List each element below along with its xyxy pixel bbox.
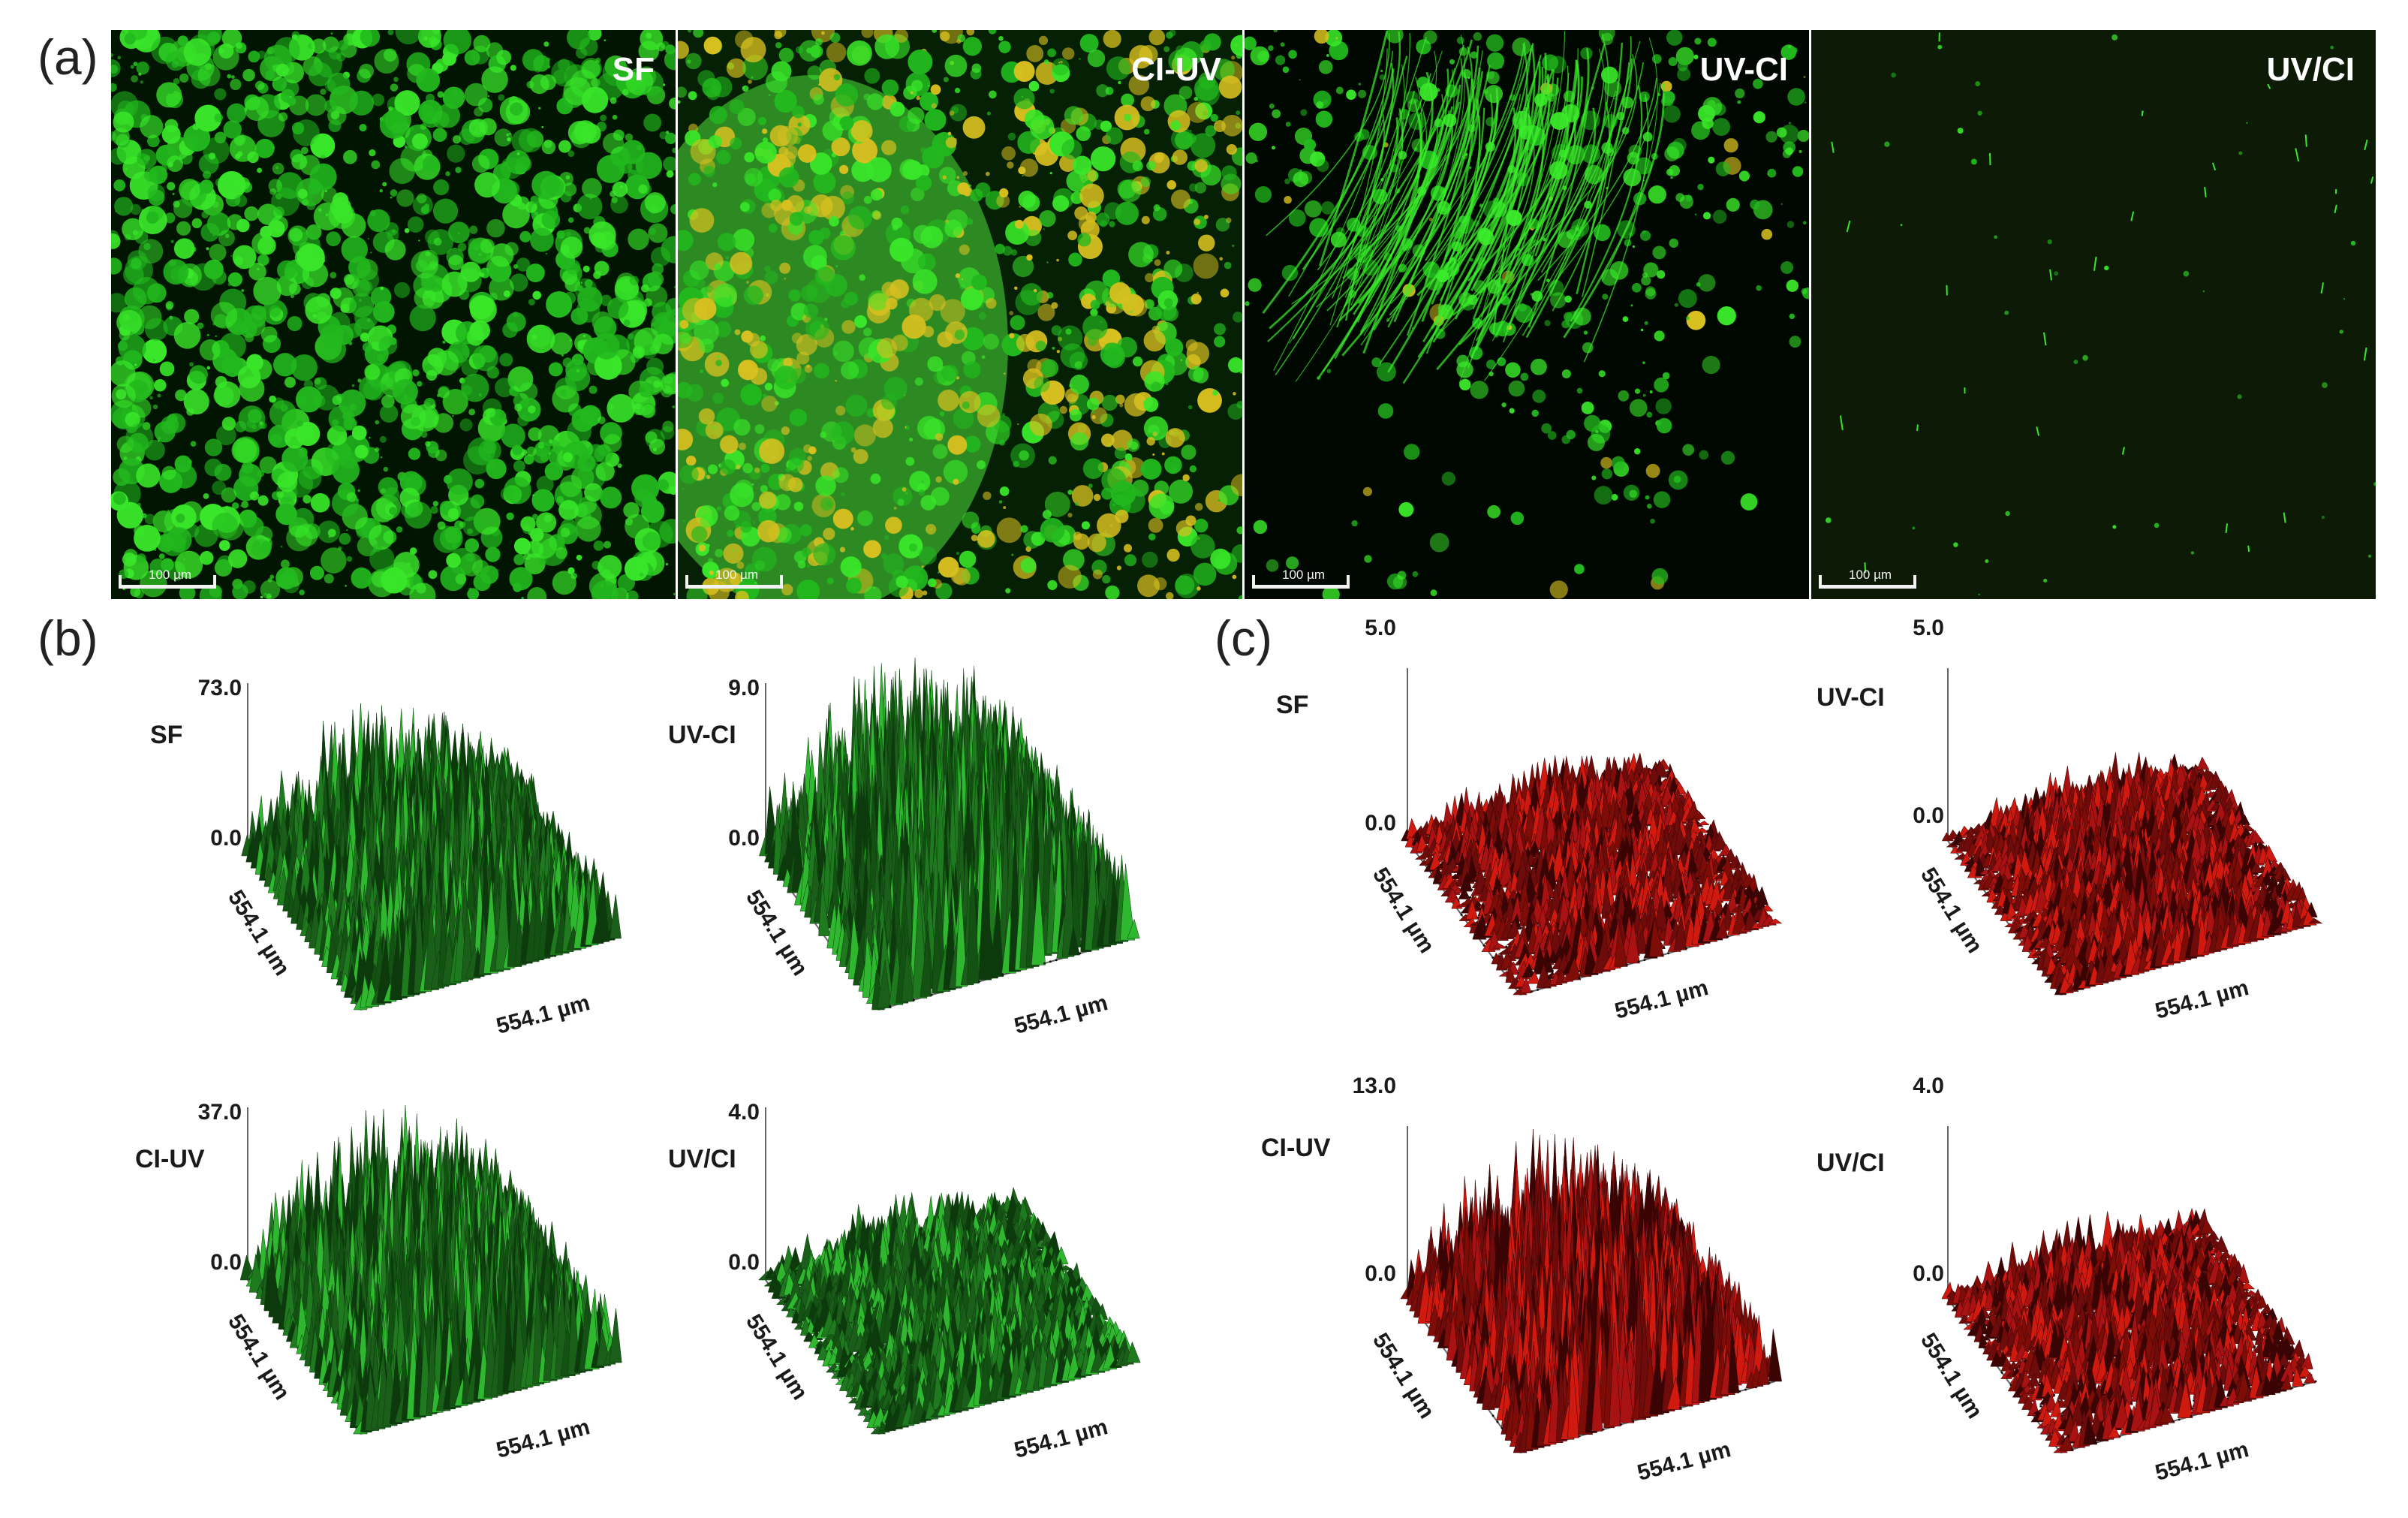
condition-label: SF <box>1276 691 1309 719</box>
micrograph-uv-slash-ci: UV/CI 100 µm <box>1811 30 2376 599</box>
scale-bar: 100 µm <box>1819 568 1916 589</box>
plot-c-uv-slash-ci: 4.0 0.0 UV/CI 554.1 µm 554.1 µm <box>1817 1074 2372 1494</box>
z-max-label: 13.0 <box>1352 1074 1396 1098</box>
scale-bar: 100 µm <box>1252 568 1350 589</box>
z-max-label: 9.0 <box>728 676 760 700</box>
panel-letter-a: (a) <box>38 29 98 85</box>
z-max-label: 5.0 <box>1365 616 1396 640</box>
z-min-label: 0.0 <box>728 826 760 851</box>
scale-bar: 100 µm <box>685 568 783 589</box>
z-min-label: 0.0 <box>210 826 242 851</box>
z-max-label: 73.0 <box>197 676 242 700</box>
surface-plot <box>759 658 1140 1010</box>
surface-plot <box>241 683 622 1010</box>
z-min-label: 0.0 <box>728 1250 760 1275</box>
scale-bar-text: 100 µm <box>715 568 759 582</box>
micrograph-image <box>111 30 676 599</box>
scale-bar-text: 100 µm <box>1282 568 1326 582</box>
plot-c-sf: 5.0 0.0 SF 554.1 µm 554.1 µm <box>1276 616 1832 1036</box>
surface-plot <box>1400 1126 1782 1453</box>
surface-plot <box>1941 1126 2317 1453</box>
scale-bar-text: 100 µm <box>1849 568 1892 582</box>
z-max-label: 4.0 <box>728 1100 760 1125</box>
z-min-label: 0.0 <box>1913 1261 1944 1286</box>
condition-label: CI-UV <box>135 1145 205 1173</box>
micrograph-image <box>1811 30 2376 599</box>
micrograph-sf: SF 100 µm <box>111 30 676 599</box>
plot-b-sf: 73.0 0.0 SF 554.1 µm 554.1 µm <box>113 661 668 1081</box>
plot-c-ci-uv: 13.0 0.0 CI-UV 554.1 µm 554.1 µm <box>1261 1074 1832 1494</box>
panel-letter-b: (b) <box>38 610 98 666</box>
micrograph-label: UV-CI <box>1699 51 1788 88</box>
plot-c-uv-ci: 5.0 0.0 UV-CI 554.1 µm 554.1 µm <box>1817 616 2372 1036</box>
condition-label: UV/CI <box>1817 1149 1885 1177</box>
micrograph-uv-ci: UV-CI 100 µm <box>1245 30 1809 599</box>
micrograph-image <box>678 30 1242 599</box>
scale-bar: 100 µm <box>119 568 216 589</box>
z-max-label: 5.0 <box>1913 616 1944 640</box>
z-min-label: 0.0 <box>1365 811 1396 836</box>
plot-b-uv-ci: 9.0 0.0 UV-CI 554.1 µm 554.1 µm <box>631 658 1186 1081</box>
micrograph-ci-uv: CI-UV 100 µm <box>678 30 1242 599</box>
micrograph-label: CI-UV <box>1131 51 1221 88</box>
micrograph-label: UV/CI <box>2266 51 2355 88</box>
surface-plot <box>1401 668 1783 995</box>
plot-b-uv-slash-ci: 4.0 0.0 UV/CI 554.1 µm 554.1 µm <box>631 1085 1186 1505</box>
z-max-label: 37.0 <box>197 1100 242 1125</box>
z-max-label: 4.0 <box>1913 1074 1944 1098</box>
surface-plot <box>1941 668 2323 995</box>
condition-label: CI-UV <box>1261 1134 1331 1162</box>
z-min-label: 0.0 <box>1365 1261 1396 1286</box>
plot-b-ci-uv: 37.0 0.0 CI-UV 554.1 µm 554.1 µm <box>113 1085 668 1505</box>
condition-label: UV/CI <box>668 1145 736 1173</box>
z-min-label: 0.0 <box>210 1250 242 1275</box>
panel-letter-c: (c) <box>1215 610 1272 666</box>
surface-plot <box>758 1107 1141 1435</box>
condition-label: UV-CI <box>668 721 736 749</box>
condition-label: SF <box>150 721 183 749</box>
micrograph-image <box>1245 30 1809 599</box>
condition-label: UV-CI <box>1817 683 1885 712</box>
z-min-label: 0.0 <box>1913 803 1944 828</box>
micrograph-label: SF <box>612 51 655 88</box>
surface-plot <box>239 1105 622 1435</box>
scale-bar-text: 100 µm <box>149 568 192 582</box>
